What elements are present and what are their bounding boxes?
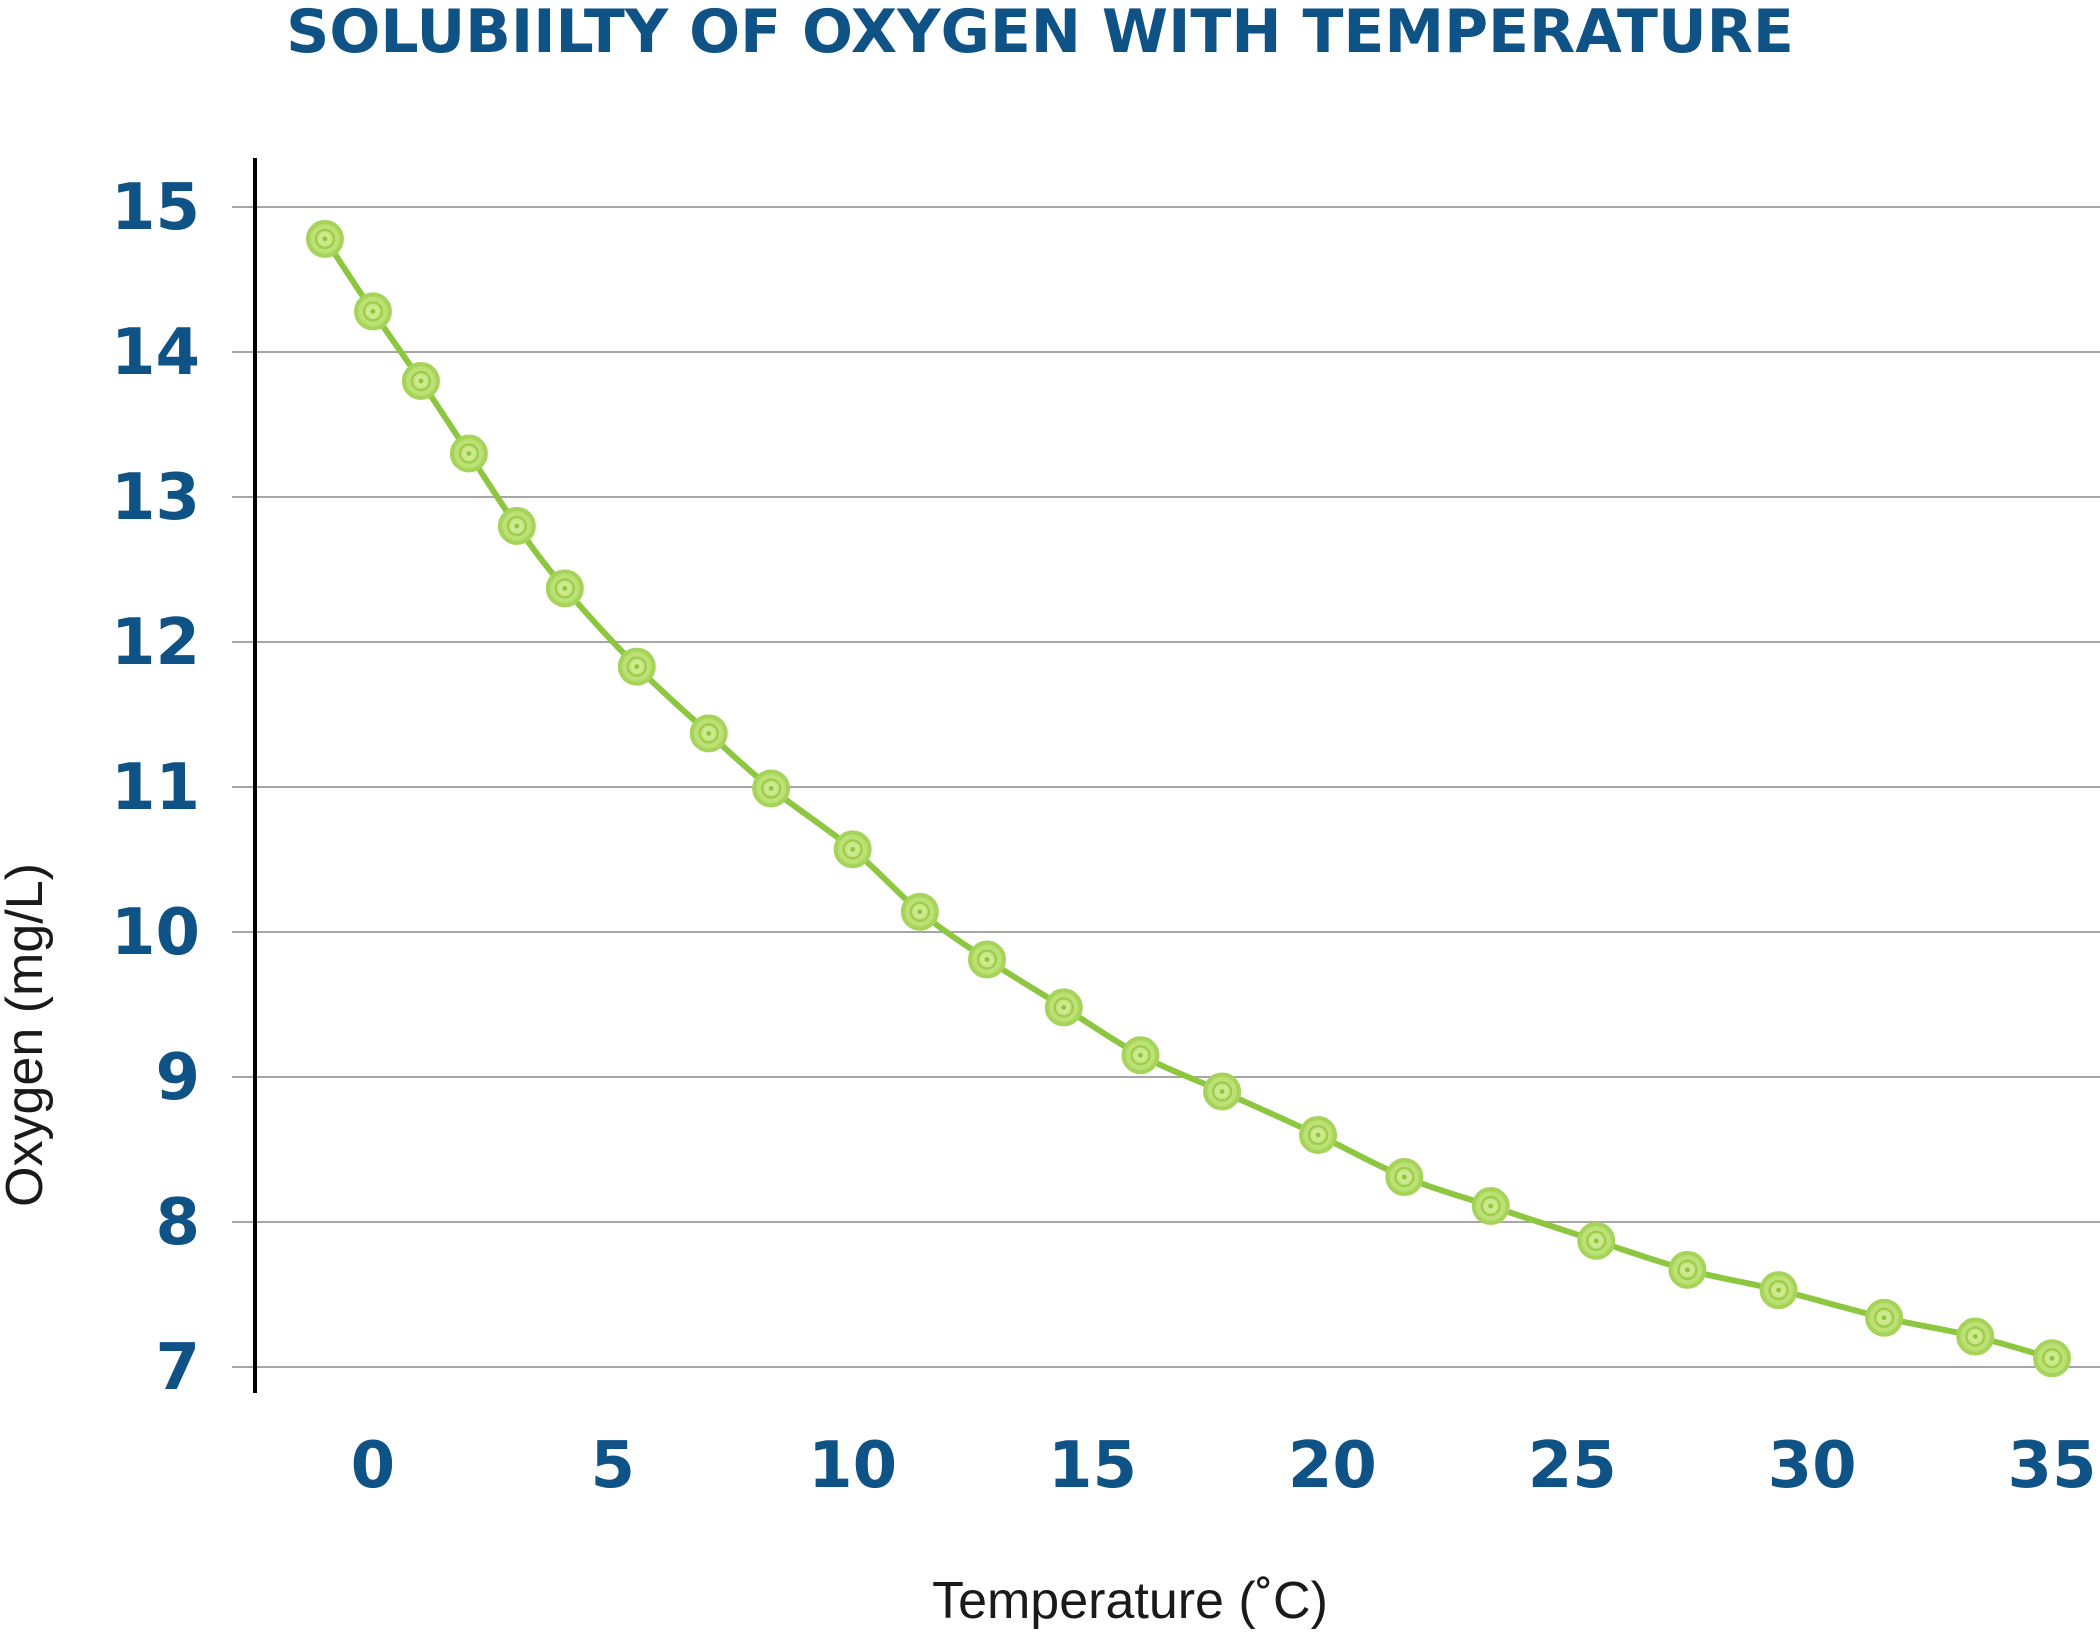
data-point-center: [1684, 1267, 1690, 1273]
data-point-ring: [2041, 1348, 2063, 1369]
x-axis-title: Temperature (˚C): [932, 1572, 1328, 1630]
x-tick-label-0: 0: [351, 1429, 396, 1503]
data-point-ring: [362, 301, 384, 322]
data-point-center: [562, 585, 568, 591]
data-point: [545, 569, 584, 608]
series-line: [322, 235, 2055, 1362]
y-tick-label-9: 9: [155, 1041, 200, 1115]
data-point-center: [850, 846, 856, 852]
data-point: [1299, 1116, 1338, 1154]
data-point-ring: [760, 778, 782, 799]
data-point: [497, 507, 536, 545]
data-point-ring: [1307, 1124, 1329, 1146]
data-point-ring: [1873, 1307, 1895, 1328]
data-point: [305, 219, 344, 258]
data-point: [2033, 1339, 2072, 1378]
data-point-ring: [1394, 1166, 1415, 1188]
data-point-center: [1488, 1203, 1494, 1209]
data-point: [1956, 1317, 1995, 1356]
data-point-center: [1061, 1004, 1067, 1010]
data-point: [1121, 1036, 1160, 1075]
data-point-ring: [1586, 1230, 1607, 1252]
x-tick-labels: 0 5 10 15 20 25 30 35: [351, 1429, 2097, 1503]
data-point-center: [1401, 1174, 1407, 1180]
data-point-center: [706, 730, 712, 736]
data-point-center: [1138, 1052, 1144, 1058]
data-point-ring: [410, 370, 432, 392]
y-axis-title: Oxygen (mg/L): [0, 863, 54, 1207]
data-point-center: [370, 308, 376, 314]
x-tick-label-15: 15: [1048, 1429, 1137, 1503]
data-point: [1044, 988, 1083, 1027]
data-point-ring: [506, 515, 528, 537]
data-point-ring: [1053, 997, 1075, 1018]
series-oxygen: [305, 219, 2072, 1378]
data-point-ring: [842, 839, 863, 860]
data-point: [1759, 1271, 1798, 1310]
data-point: [449, 434, 488, 473]
data-point-center: [634, 664, 640, 670]
data-point-center: [917, 909, 923, 915]
x-tick-label-25: 25: [1528, 1429, 1617, 1503]
data-point-ring: [1768, 1279, 1789, 1301]
data-point-ring: [1480, 1195, 1501, 1217]
y-tick-label-7: 7: [155, 1331, 200, 1405]
data-point-ring: [909, 901, 931, 922]
data-point-center: [466, 451, 472, 456]
x-tick-label-20: 20: [1288, 1429, 1377, 1503]
data-point-center: [2049, 1355, 2055, 1361]
y-tick-label-12: 12: [111, 606, 200, 680]
gridlines: [232, 206, 2100, 1368]
data-point: [353, 292, 392, 331]
x-tick-label-5: 5: [591, 1429, 636, 1503]
data-point: [1577, 1221, 1616, 1260]
chart-title: SOLUBIILTY OF OXYGEN WITH TEMPERATURE: [286, 0, 1794, 67]
data-point-ring: [1965, 1326, 1986, 1347]
data-point-center: [514, 523, 520, 529]
y-tick-label-10: 10: [111, 896, 200, 970]
data-point: [1865, 1298, 1904, 1337]
data-point: [752, 769, 791, 808]
data-point-ring: [626, 656, 648, 677]
data-point: [1668, 1250, 1707, 1289]
data-point-center: [1219, 1089, 1225, 1094]
data-point-ring: [1130, 1045, 1151, 1066]
data-point-center: [768, 785, 774, 791]
y-tick-label-14: 14: [111, 316, 200, 390]
y-tick-label-11: 11: [111, 751, 200, 825]
data-point-center: [1315, 1132, 1321, 1138]
data-point: [833, 830, 872, 869]
data-point: [1471, 1187, 1510, 1226]
data-point-center: [418, 378, 424, 384]
data-point-ring: [314, 228, 336, 250]
data-point-center: [1776, 1287, 1782, 1293]
data-point-ring: [976, 949, 998, 970]
data-point: [1385, 1158, 1424, 1197]
data-point: [968, 940, 1007, 979]
data-point-center: [1972, 1334, 1978, 1340]
data-point: [689, 714, 728, 753]
y-tick-label-8: 8: [155, 1186, 200, 1260]
data-point-center: [1593, 1238, 1599, 1244]
data-point-center: [322, 236, 328, 242]
y-tick-labels: 7 8 9 10 11 12 13 14 15: [111, 171, 200, 1405]
data-point: [1203, 1072, 1242, 1111]
x-tick-label-35: 35: [2007, 1429, 2096, 1503]
data-point-center: [984, 957, 990, 963]
data-point-ring: [458, 443, 480, 464]
data-point-ring: [1211, 1081, 1233, 1102]
data-point-ring: [698, 723, 720, 744]
data-point: [401, 362, 440, 400]
y-tick-label-15: 15: [111, 171, 200, 245]
x-tick-label-30: 30: [1768, 1429, 1857, 1503]
x-tick-label-10: 10: [808, 1429, 897, 1503]
data-point: [617, 647, 656, 686]
data-point-ring: [1677, 1259, 1698, 1281]
y-tick-label-13: 13: [111, 461, 200, 535]
data-point-center: [1881, 1315, 1887, 1321]
data-point: [900, 892, 939, 931]
data-point-ring: [554, 578, 576, 599]
